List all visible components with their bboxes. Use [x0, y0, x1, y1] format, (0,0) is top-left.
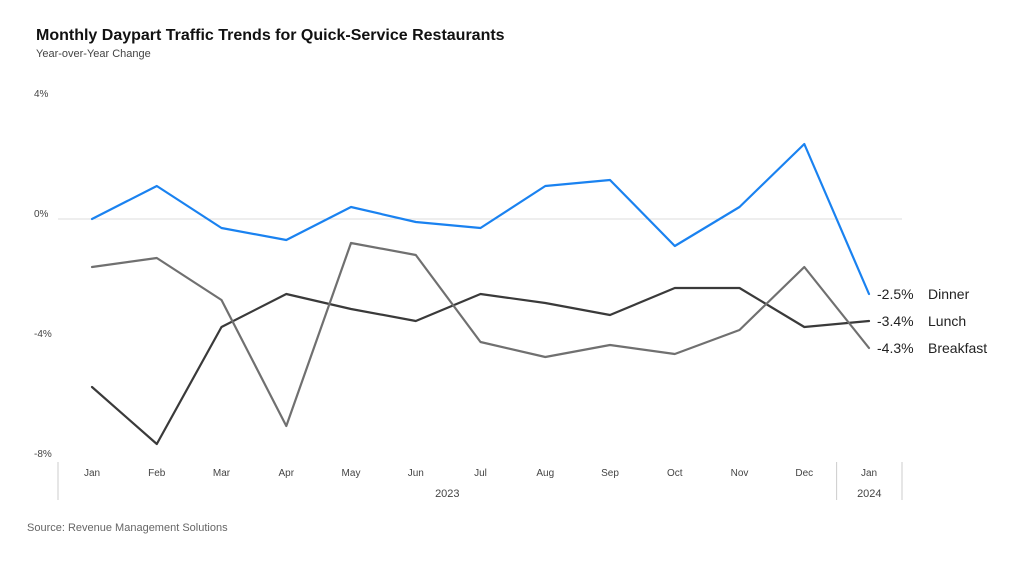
- year-label: 2023: [435, 488, 459, 500]
- y-tick-label: -8%: [34, 449, 52, 460]
- x-tick-label: May: [342, 468, 361, 479]
- x-tick-label: Mar: [213, 468, 231, 479]
- x-tick-label: Jan: [84, 468, 100, 479]
- series-line-dinner: [90, 142, 871, 296]
- chart-source: Source: Revenue Management Solutions: [27, 522, 228, 534]
- x-tick-label: Apr: [278, 468, 294, 479]
- chart-subtitle: Year-over-Year Change: [36, 48, 151, 60]
- end-value-breakfast: -4.3%: [877, 340, 914, 356]
- x-tick-label: Jun: [408, 468, 424, 479]
- series-line-lunch: [90, 286, 871, 446]
- x-tick-label: Oct: [667, 468, 683, 479]
- x-tick-label: Sep: [601, 468, 619, 479]
- chart-title: Monthly Daypart Traffic Trends for Quick…: [36, 27, 505, 44]
- series-label-dinner: Dinner: [928, 286, 970, 302]
- x-tick-label: Dec: [795, 468, 813, 479]
- series-label-breakfast: Breakfast: [928, 340, 987, 356]
- x-tick-label: Aug: [536, 468, 554, 479]
- end-value-lunch: -3.4%: [877, 313, 914, 329]
- x-axis: Jan Feb Mar Apr May Jun Jul Aug Sep Oct Nov Dec Jan 2…: [57, 462, 903, 500]
- x-tick-label: Nov: [731, 468, 749, 479]
- series-label-lunch: Lunch: [928, 313, 966, 329]
- end-value-dinner: -2.5%: [877, 286, 914, 302]
- series-lines: [90, 142, 871, 446]
- year-label: 2024: [857, 488, 881, 500]
- y-tick-label: 0%: [34, 209, 49, 220]
- y-tick-label: -4%: [34, 329, 52, 340]
- x-tick-label: Jul: [474, 468, 487, 479]
- x-tick-label: Feb: [148, 468, 166, 479]
- y-tick-label: 4%: [34, 89, 49, 100]
- series-line-breakfast: [90, 241, 871, 428]
- y-axis: 4% 0% -4% -8%: [34, 89, 902, 460]
- x-tick-label: Jan: [861, 468, 877, 479]
- end-labels: -2.5% Dinner -3.4% Lunch -4.3% Breakfast: [877, 286, 987, 356]
